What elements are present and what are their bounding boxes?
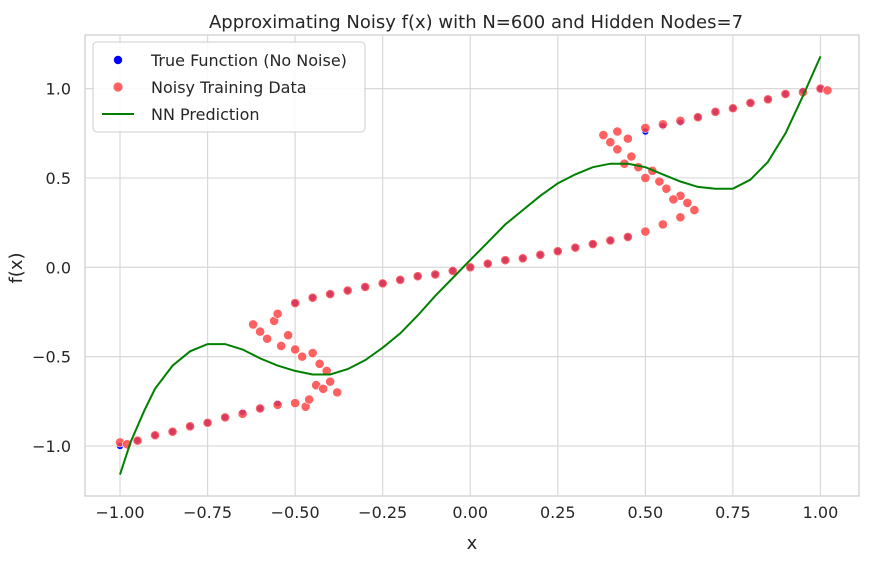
legend-label-nn-prediction: NN Prediction: [151, 105, 260, 124]
legend-label-noisy-data: Noisy Training Data: [151, 78, 307, 97]
noisy-data-point: [332, 387, 343, 398]
noisy-data-point: [822, 85, 833, 96]
noisy-data-point: [535, 249, 546, 260]
noisy-data-point: [272, 399, 283, 410]
legend-box: [92, 41, 366, 133]
noisy-data-point: [167, 426, 178, 437]
plot-frame: [84, 34, 860, 497]
noisy-data-point: [283, 330, 294, 341]
x-tick-label: 0.75: [715, 503, 751, 522]
noisy-data-point: [728, 103, 738, 114]
noisy-data-point: [412, 271, 423, 282]
x-tick-label: −0.75: [183, 503, 232, 522]
noisy-data-point: [248, 319, 259, 330]
noisy-data-point: [517, 253, 528, 264]
noisy-data-point: [612, 144, 623, 155]
noisy-data-point: [605, 137, 616, 148]
y-tick-label: 1.0: [46, 80, 71, 99]
noisy-data-point: [465, 262, 476, 273]
y-tick-label: −1.0: [32, 437, 71, 456]
noisy-data-point: [570, 242, 581, 253]
noisy-data-point: [262, 333, 273, 344]
noisy-data-point: [430, 269, 441, 280]
noisy-data-point: [692, 112, 703, 123]
noisy-data-point: [276, 341, 287, 351]
nn-prediction-line: [119, 55, 822, 475]
noisy-data-point: [360, 282, 371, 292]
x-axis-label: x: [467, 533, 478, 554]
noisy-data-point: [202, 417, 213, 428]
noisy-data-point: [710, 106, 721, 117]
noisy-data-point: [500, 255, 511, 266]
chart-title: Approximating Noisy f(x) with N=600 and …: [209, 12, 743, 33]
noisy-data-point: [297, 351, 308, 362]
noisy-data-point: [605, 235, 616, 246]
ticks: −1.00 −0.75 −0.50 −0.25 0.00 0.25 0.50 0.75 1.00…: [32, 80, 838, 522]
noisy-data-point: [237, 408, 248, 419]
noisy-data-point: [325, 376, 336, 387]
noisy-data-point: [598, 130, 609, 140]
noisy-data-point: [132, 435, 143, 446]
noisy-data-point: [626, 151, 637, 162]
x-tick-label: −1.00: [96, 503, 145, 522]
y-tick-label: −0.5: [32, 348, 71, 367]
noisy-data-point: [675, 115, 686, 126]
legend-marker-true-function: [113, 55, 123, 65]
noisy-data-point: [482, 258, 493, 269]
noisy-data-point: [314, 358, 325, 369]
noisy-data-point: [763, 94, 773, 105]
noisy-data-point: [255, 403, 266, 414]
x-tick-label: 1.00: [803, 503, 839, 522]
noisy-data-point: [150, 430, 160, 441]
x-tick-label: 0.25: [540, 503, 576, 522]
noisy-data-point: [395, 274, 406, 285]
noisy-data-point: [780, 89, 791, 99]
noisy-data-point: [321, 366, 332, 376]
noisy-data-point: [307, 348, 318, 358]
noisy-data-point: [675, 212, 686, 223]
plot-area: [115, 55, 833, 475]
noisy-data-point: [657, 119, 668, 130]
noisy-data-point: [552, 246, 563, 257]
noisy-data-point: [307, 292, 318, 303]
noisy-data-point: [377, 278, 388, 289]
noisy-data-point: [682, 198, 693, 208]
x-tick-label: 0.00: [452, 503, 488, 522]
noisy-data-point: [318, 383, 329, 394]
noisy-data-point: [272, 308, 283, 319]
noisy-data-point: [447, 265, 458, 276]
x-tick-label: −0.50: [271, 503, 320, 522]
noisy-data-point: [255, 326, 266, 337]
noisy-data-point: [640, 123, 651, 133]
noisy-data-point: [612, 126, 623, 137]
noisy-data-point: [661, 183, 672, 194]
noisy-data-point: [622, 232, 633, 242]
x-tick-label: 0.50: [628, 503, 664, 522]
noisy-data-point: [640, 226, 651, 237]
y-tick-label: 0.5: [46, 169, 71, 188]
noisy-data-point: [290, 298, 301, 308]
noisy-data-point: [290, 344, 301, 355]
noisy-data-point: [185, 421, 195, 432]
noisy-data-point: [290, 398, 301, 408]
noisy-data-point: [657, 219, 668, 230]
y-axis-label: f(x): [6, 252, 27, 283]
noisy-data-point: [640, 173, 651, 183]
x-tick-label: −0.25: [358, 503, 407, 522]
y-tick-label: 0.0: [46, 258, 71, 277]
noisy-data-point: [342, 285, 353, 296]
noisy-data-point: [622, 133, 633, 144]
noisy-data-point: [325, 289, 336, 299]
noisy-data-point: [689, 205, 700, 216]
legend-marker-noisy-data: [113, 82, 123, 92]
noisy-data-point: [220, 412, 230, 423]
noisy-data-point: [304, 394, 315, 405]
noisy-data-point: [668, 194, 679, 205]
noisy-data-point: [587, 239, 598, 249]
legend: True Function (No Noise) Noisy Training D…: [92, 41, 366, 133]
noisy-data-point: [745, 97, 756, 108]
legend-label-true-function: True Function (No Noise): [150, 51, 347, 70]
noisy-data-point: [654, 176, 665, 187]
